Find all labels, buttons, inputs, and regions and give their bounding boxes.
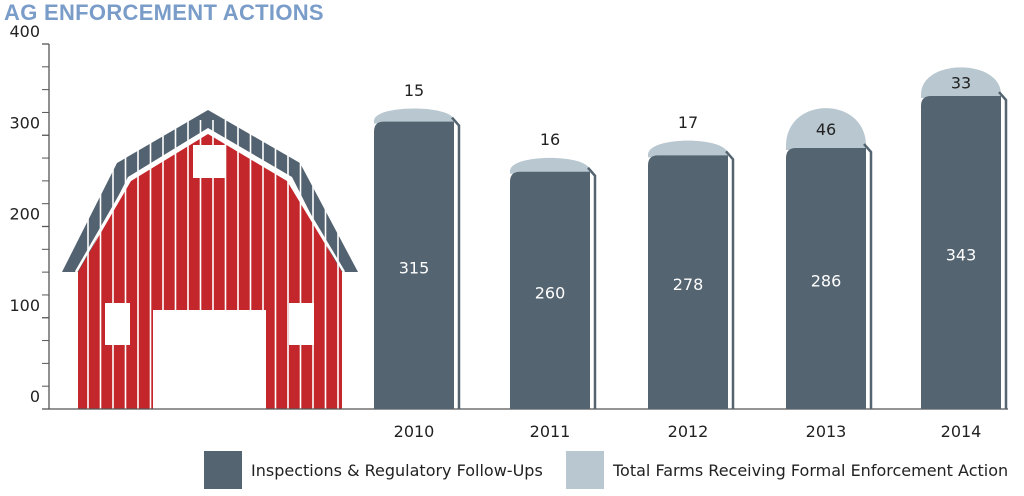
bar-segment-inspections <box>921 96 1001 409</box>
bar-side-outline <box>998 91 1008 409</box>
x-tick-label: 2013 <box>806 422 847 441</box>
bar-segment-enforcement <box>510 157 590 174</box>
bar-label-enforcement: 16 <box>540 130 560 149</box>
y-tick-label: 400 <box>9 22 40 41</box>
silo-2010: 315 15 2010 <box>374 81 461 441</box>
y-tick-label: 0 <box>30 387 40 406</box>
legend: Inspections & Regulatory Follow-Ups Tota… <box>0 451 1024 489</box>
x-tick-label: 2012 <box>668 422 709 441</box>
silo-2011: 260 16 2011 <box>510 130 597 441</box>
barn-trim <box>74 130 346 273</box>
y-tick-label: 100 <box>9 296 40 315</box>
bar-side-outline <box>587 166 597 409</box>
bar-label-inspections: 286 <box>811 272 842 291</box>
barn-left-window <box>105 303 130 345</box>
y-tick-label: 300 <box>9 113 40 132</box>
bar-label-inspections: 278 <box>673 275 704 294</box>
barn-door <box>153 310 266 409</box>
silo-2014: 343 33 2014 <box>921 67 1008 441</box>
bar-label-enforcement: 15 <box>404 81 424 100</box>
bar-side-outline <box>451 116 461 409</box>
chart-title: AG ENFORCEMENT ACTIONS <box>4 0 324 25</box>
bar-label-inspections: 343 <box>946 246 977 265</box>
legend-item-inspections: Inspections & Regulatory Follow-Ups <box>204 451 543 489</box>
legend-item-enforcement: Total Farms Receiving Formal Enforcement… <box>566 451 1008 489</box>
bar-segment-inspections <box>374 121 454 409</box>
x-tick-label: 2011 <box>530 422 571 441</box>
bar-segment-inspections <box>510 171 590 409</box>
silo-2012: 278 17 2012 <box>648 113 735 441</box>
bar-label-enforcement: 33 <box>951 73 971 92</box>
barn-illustration <box>62 110 358 409</box>
bar-label-enforcement: 17 <box>678 113 698 132</box>
bar-label-inspections: 260 <box>535 283 566 302</box>
bar-segment-enforcement <box>648 140 728 158</box>
legend-swatch-enforcement <box>566 451 604 489</box>
bar-segment-inspections <box>648 155 728 409</box>
bar-side-outline <box>863 143 873 409</box>
bar-side-outline <box>725 150 735 409</box>
bar-segment-inspections <box>786 148 866 409</box>
bar-segment-enforcement <box>921 67 1001 99</box>
bar-segment-enforcement <box>786 108 866 151</box>
legend-label-inspections: Inspections & Regulatory Follow-Ups <box>251 460 543 480</box>
barn-right-window <box>289 303 314 345</box>
legend-label-enforcement: Total Farms Receiving Formal Enforcement… <box>613 460 1009 480</box>
x-tick-label: 2014 <box>941 422 982 441</box>
legend-swatch-inspections <box>204 451 242 489</box>
bar-label-enforcement: 46 <box>816 120 836 139</box>
y-tick-label: 200 <box>9 205 40 224</box>
barn-hayloft-window <box>193 145 225 178</box>
bar-segment-enforcement <box>374 108 454 124</box>
bar-label-inspections: 315 <box>399 258 430 277</box>
silo-bars: 3151520102601620112781720122864620133433… <box>374 67 1008 441</box>
silo-2013: 286 46 2013 <box>786 108 873 441</box>
x-tick-label: 2010 <box>394 422 435 441</box>
